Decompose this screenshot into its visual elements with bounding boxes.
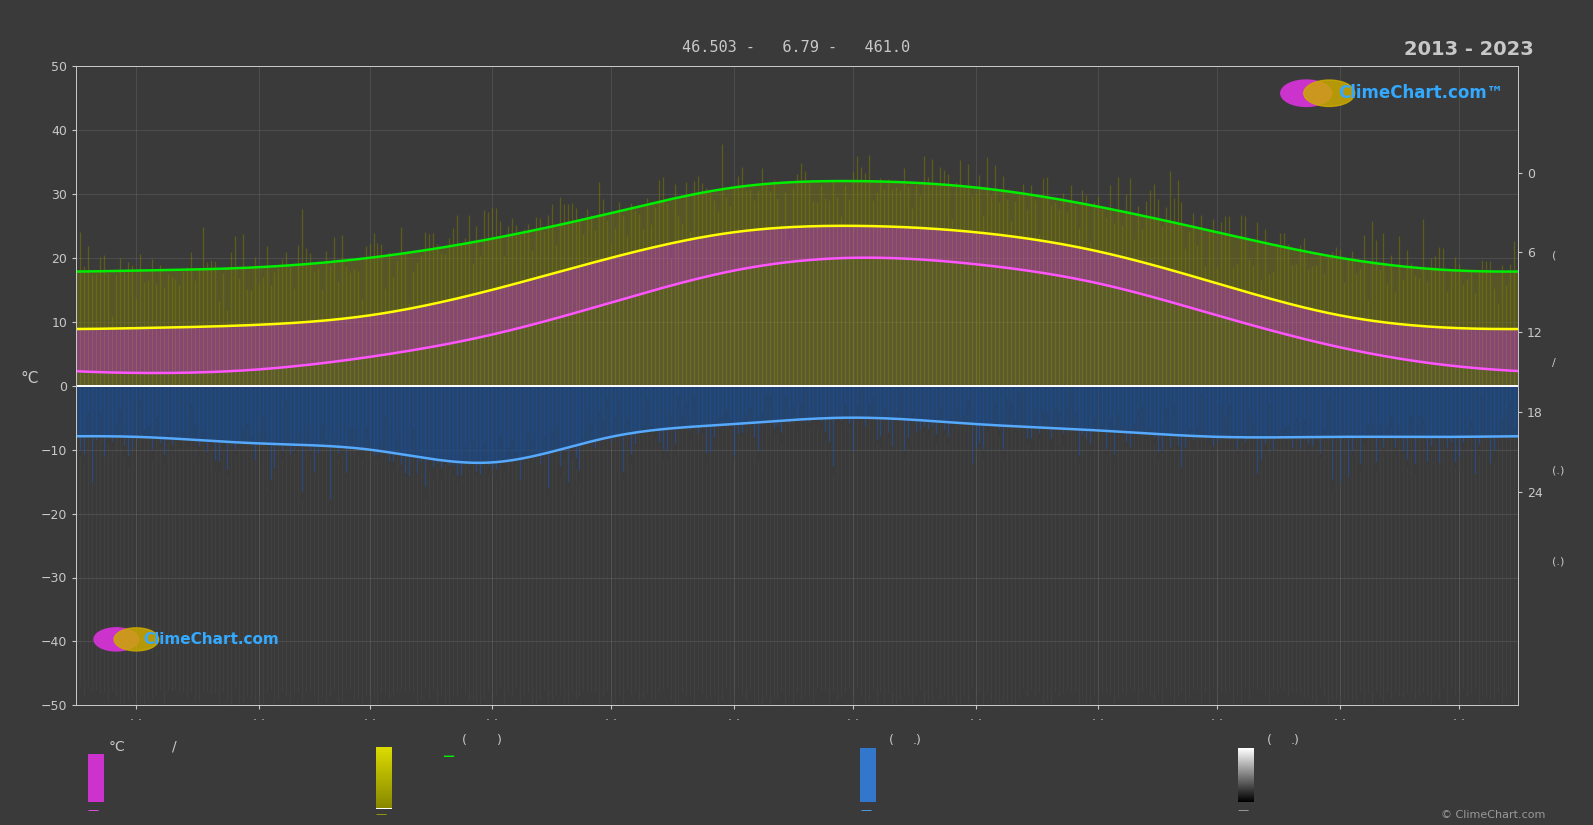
Text: —: — [1238, 805, 1249, 815]
Text: ClimeChart.com™: ClimeChart.com™ [1338, 84, 1504, 102]
Text: —: — [860, 805, 871, 815]
Text: .): .) [1290, 734, 1300, 747]
Y-axis label: °C: °C [21, 370, 38, 386]
Text: —: — [376, 809, 387, 819]
Text: (.): (.) [1552, 465, 1564, 475]
Text: ─: ─ [443, 747, 452, 766]
Text: °C: °C [108, 740, 126, 753]
Text: ): ) [497, 734, 502, 747]
Text: 2013 - 2023: 2013 - 2023 [1405, 40, 1534, 59]
Text: ClimeChart.com: ClimeChart.com [143, 632, 279, 647]
Text: .): .) [913, 734, 922, 747]
Text: (: ( [462, 734, 467, 747]
Text: /: / [172, 740, 177, 753]
Text: (: ( [1552, 251, 1556, 261]
Text: 46.503 -   6.79 -   461.0: 46.503 - 6.79 - 461.0 [682, 40, 911, 54]
Text: © ClimeChart.com: © ClimeChart.com [1440, 810, 1545, 820]
Text: (: ( [1266, 734, 1271, 747]
Text: /: / [1552, 358, 1555, 368]
Text: (.): (.) [1552, 556, 1564, 566]
Text: —: — [88, 805, 99, 815]
Text: (: ( [889, 734, 894, 747]
